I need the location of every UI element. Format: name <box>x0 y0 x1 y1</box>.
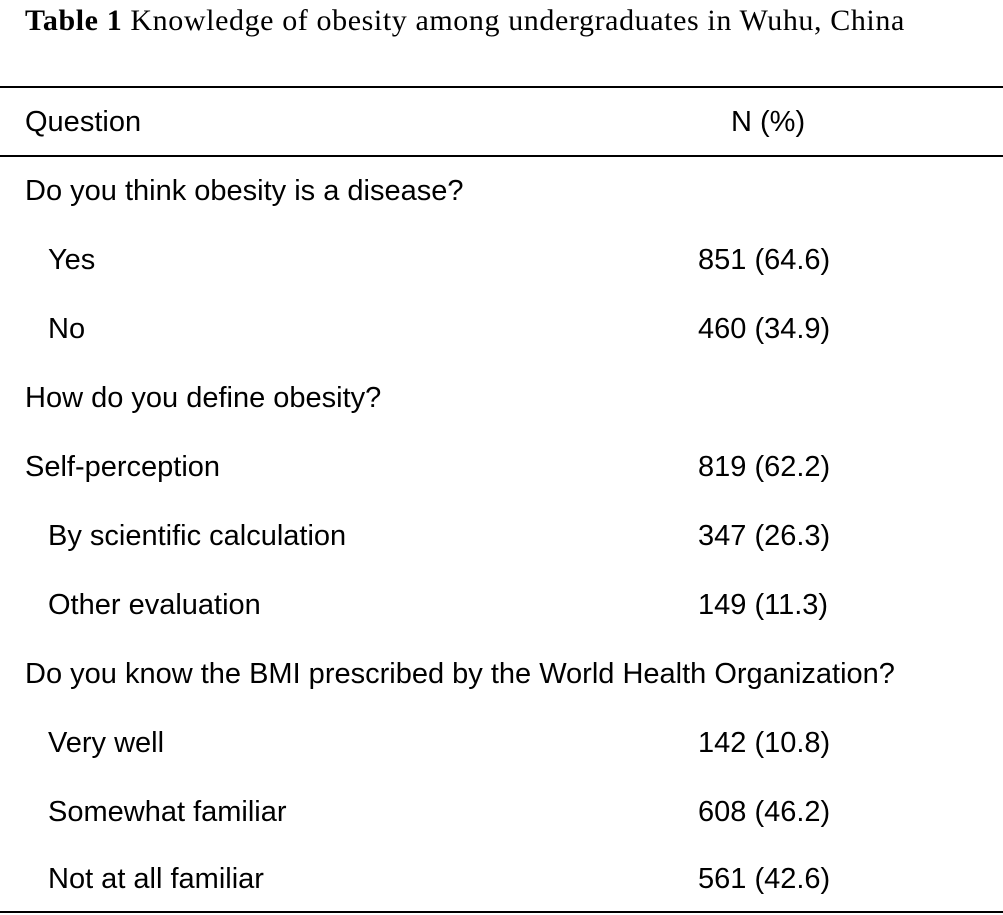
question-cell: Very well <box>48 727 165 759</box>
value-cell: 347 (26.3) <box>698 520 831 552</box>
table-row: Self-perception 819 (62.2) <box>0 433 1003 502</box>
value-cell: 561 (42.6) <box>698 863 831 895</box>
question-cell: How do you define obesity? <box>25 382 382 414</box>
table-row: By scientific calculation 347 (26.3) <box>0 502 1003 571</box>
value-cell: 460 (34.9) <box>698 313 831 345</box>
table-row: Other evaluation 149 (11.3) <box>0 571 1003 640</box>
table-caption: Table 1 Knowledge of obesity among under… <box>25 0 1000 41</box>
question-cell: No <box>48 313 86 345</box>
question-cell: By scientific calculation <box>48 520 347 552</box>
table-label: Table 1 <box>25 4 123 37</box>
question-cell: Other evaluation <box>48 589 261 621</box>
top-rule <box>0 86 1003 88</box>
header-question: Question <box>25 106 142 138</box>
table-row: Do you think obesity is a disease? <box>0 157 1003 226</box>
header-rule <box>0 155 1003 157</box>
table-row: Very well 142 (10.8) <box>0 709 1003 778</box>
table-row: No 460 (34.9) <box>0 295 1003 364</box>
value-cell: 149 (11.3) <box>698 589 829 621</box>
value-cell: 142 (10.8) <box>698 727 831 759</box>
question-cell: Not at all familiar <box>48 863 264 895</box>
question-cell: Somewhat familiar <box>48 796 287 828</box>
value-cell: 851 (64.6) <box>698 244 831 276</box>
value-cell: 608 (46.2) <box>698 796 831 828</box>
table-row: Do you know the BMI prescribed by the Wo… <box>0 640 1003 709</box>
question-cell: Do you think obesity is a disease? <box>25 175 464 207</box>
question-cell: Do you know the BMI prescribed by the Wo… <box>25 658 895 690</box>
bottom-rule <box>0 911 1003 913</box>
value-cell: 819 (62.2) <box>698 451 831 483</box>
question-cell: Self-perception <box>25 451 221 483</box>
table-header-row: Question N (%) <box>0 88 1003 157</box>
table-row: Somewhat familiar 608 (46.2) <box>0 778 1003 847</box>
table-row: Yes 851 (64.6) <box>0 226 1003 295</box>
table-row: How do you define obesity? <box>0 364 1003 433</box>
table-title: Knowledge of obesity among undergraduate… <box>130 4 905 37</box>
question-cell: Yes <box>48 244 96 276</box>
table-row: Not at all familiar 561 (42.6) <box>0 845 1003 914</box>
header-n-percent: N (%) <box>731 106 806 138</box>
